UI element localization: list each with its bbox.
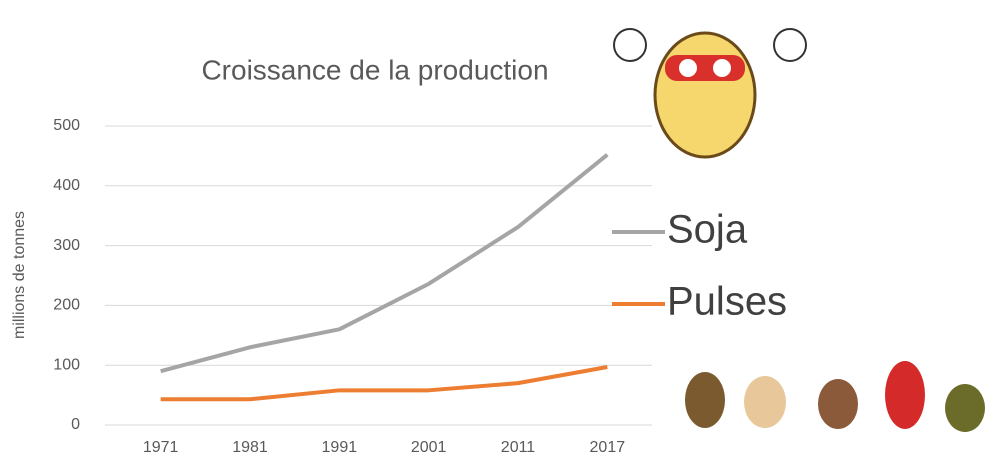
x-tick-label: 2017 [590, 439, 626, 456]
x-tick-label: 1981 [232, 439, 268, 456]
y-tick-label: 300 [53, 237, 80, 254]
x-tick-label: 2011 [501, 439, 536, 456]
series-line [161, 155, 608, 371]
plot: 0 100 200 300 400 500 1971 1981 1991 2001 2011 2017… [53, 117, 787, 456]
bean-eye [679, 59, 697, 77]
chart-title: Croissance de la production [201, 54, 548, 85]
y-tick-label: 400 [53, 177, 80, 194]
pulse-mascot [885, 361, 925, 429]
x-tick-label: 1971 [143, 439, 179, 456]
chart: 0 100 200 300 400 500 1971 1981 1991 2001 2011 2017… [0, 0, 996, 464]
y-tick-label: 0 [71, 416, 80, 433]
bean-eye [713, 59, 731, 77]
bean-mascot [614, 29, 806, 157]
pulse-mascot [685, 372, 725, 428]
pulse-mascot [818, 379, 858, 429]
y-axis-label: millions de tonnes [11, 211, 28, 339]
y-tick-label: 500 [53, 117, 80, 134]
y-tick-label: 100 [53, 356, 80, 373]
bean-body [655, 33, 755, 157]
bean-fist [774, 29, 806, 61]
x-tick-label: 1991 [322, 439, 358, 456]
legend-label: Soja [667, 208, 748, 252]
pulse-mascot [744, 376, 786, 428]
page: 0 100 200 300 400 500 1971 1981 1991 2001 2011 2017… [0, 0, 996, 464]
y-tick-label: 200 [53, 297, 80, 314]
pulse-mascot [945, 384, 985, 432]
legend-label: Pulses [667, 280, 787, 324]
pulses-mascots [685, 361, 985, 432]
bean-fist [614, 29, 646, 61]
x-tick-label: 2001 [411, 439, 447, 456]
series-line [161, 367, 608, 399]
bean-mask [665, 55, 745, 81]
